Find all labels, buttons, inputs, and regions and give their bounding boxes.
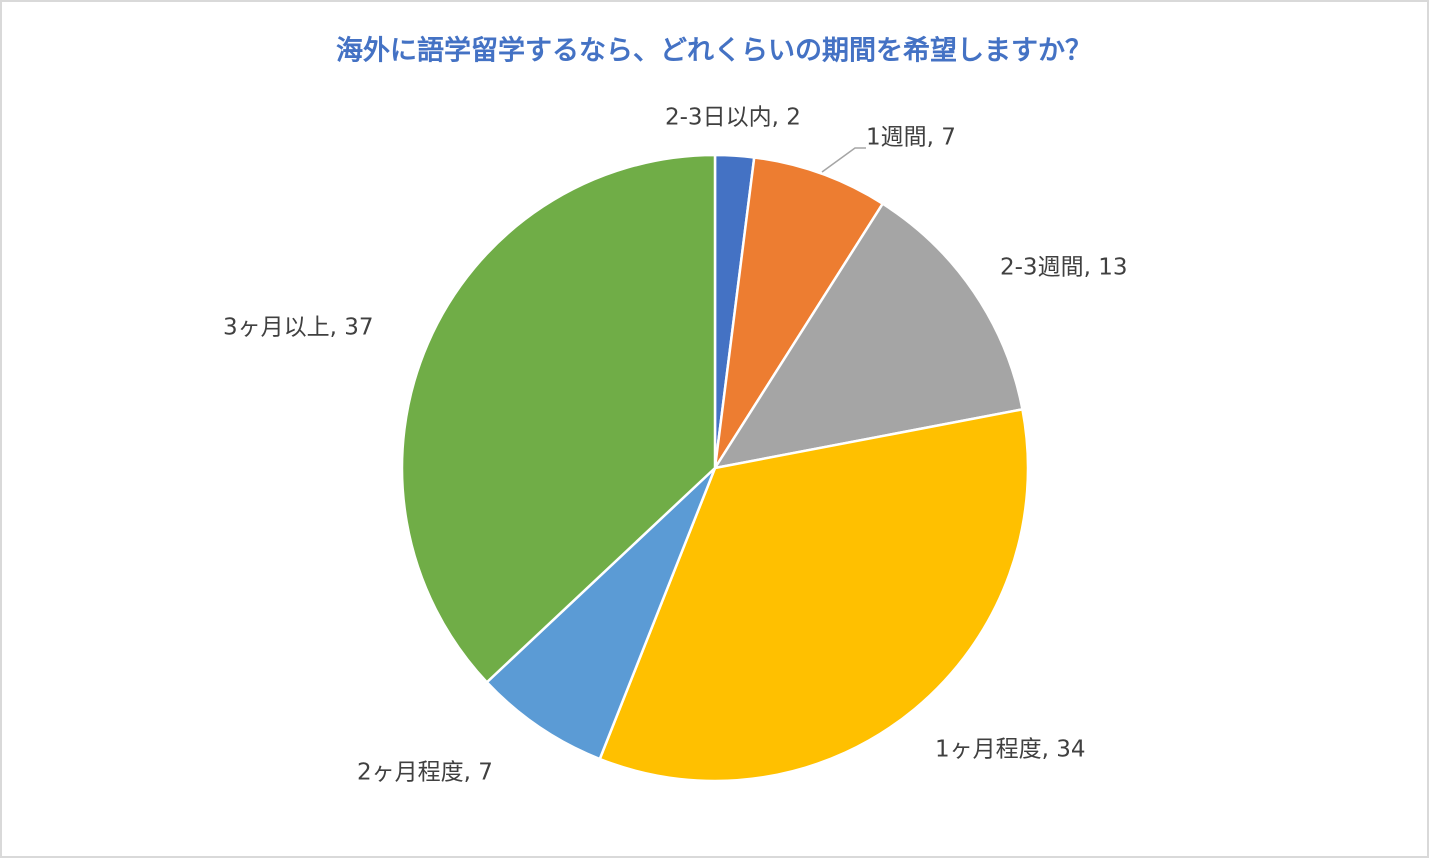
pie-slice <box>598 407 1030 783</box>
pie-slice <box>712 201 1024 470</box>
pie-slice <box>485 467 717 761</box>
data-label: 2ヶ月程度, 7 <box>357 760 493 786</box>
data-label: 2-3日以内, 2 <box>665 105 801 131</box>
data-label: 2-3週間, 13 <box>1000 255 1127 281</box>
data-label: 1週間, 7 <box>866 125 956 151</box>
slices <box>400 153 1030 783</box>
data-label: 1ヶ月程度, 34 <box>935 737 1086 763</box>
data-label: 3ヶ月以上, 37 <box>223 315 374 341</box>
pie-slice <box>713 156 885 469</box>
leader-line <box>821 147 866 173</box>
pie-slice <box>400 153 717 685</box>
chart-title: 海外に語学留学するなら、どれくらいの期間を希望しますか？ <box>336 35 1092 67</box>
